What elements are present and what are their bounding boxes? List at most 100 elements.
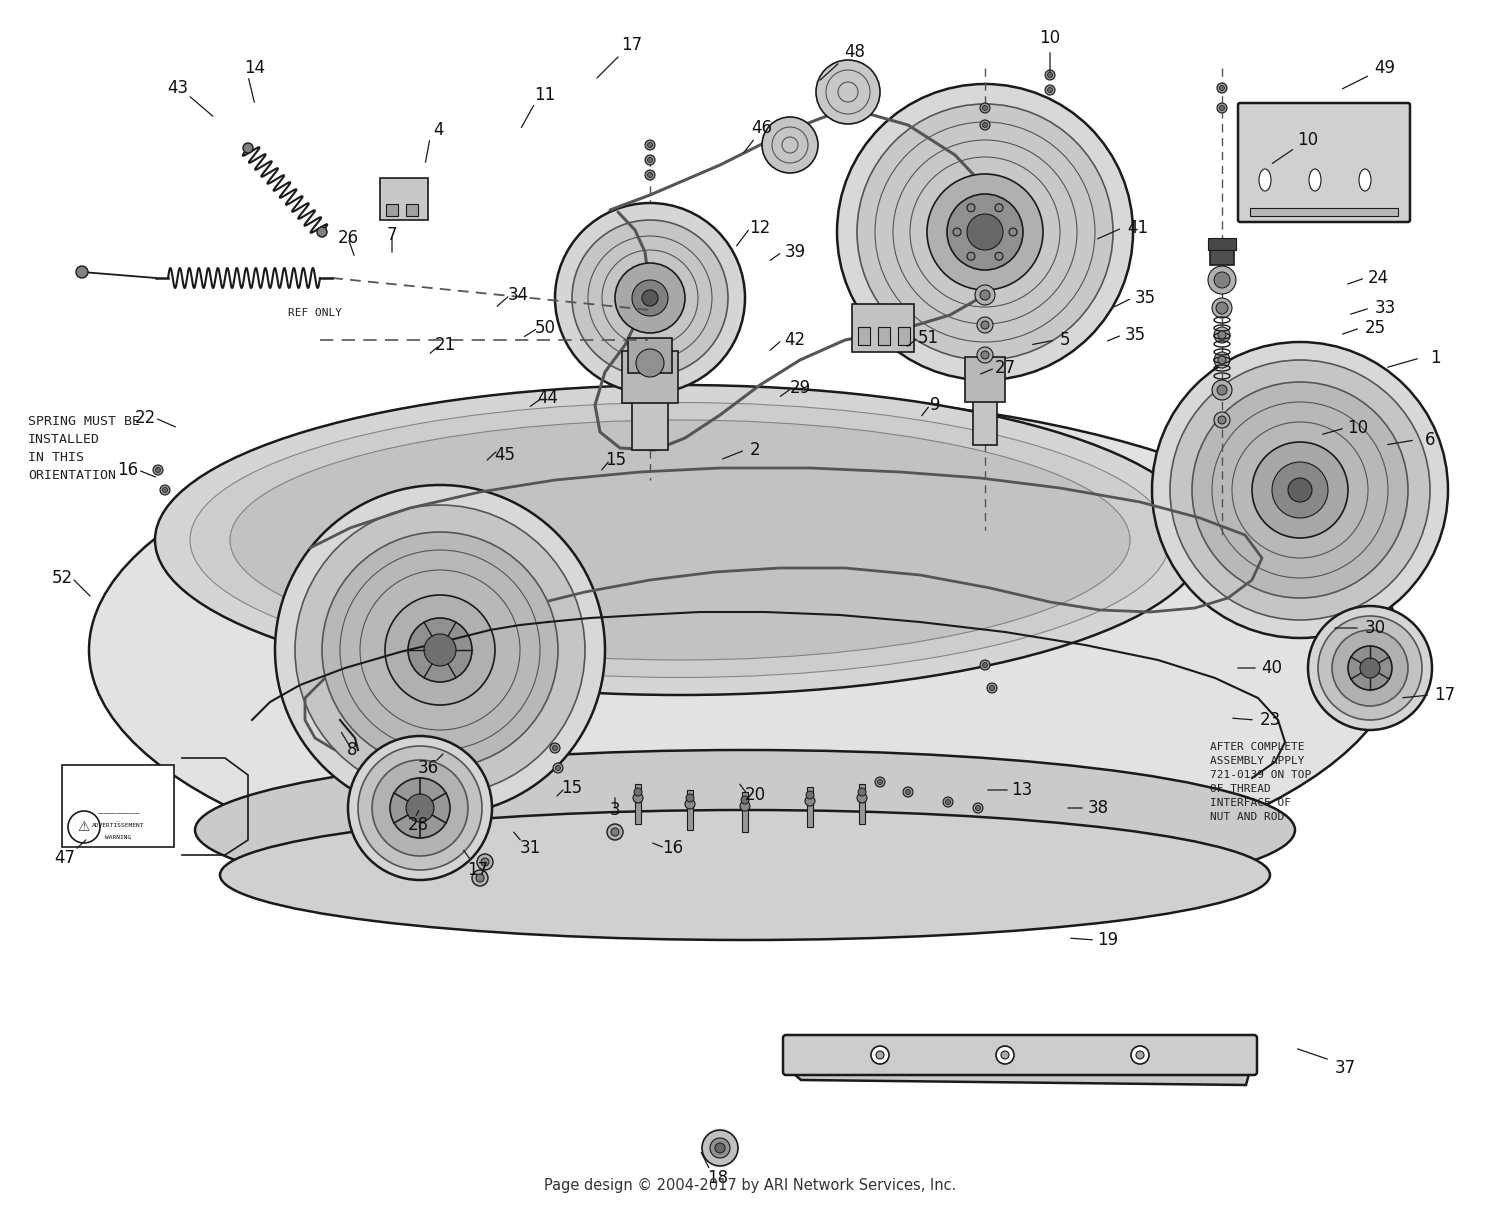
Circle shape [871, 1046, 889, 1064]
Circle shape [274, 485, 604, 815]
Circle shape [1131, 1046, 1149, 1064]
FancyBboxPatch shape [1238, 103, 1410, 222]
Circle shape [1208, 266, 1236, 294]
Circle shape [716, 1143, 724, 1153]
Bar [742, 792, 748, 832]
Circle shape [322, 532, 558, 768]
Circle shape [1214, 352, 1230, 368]
Circle shape [927, 174, 1042, 290]
Ellipse shape [230, 420, 1130, 660]
Circle shape [1047, 87, 1053, 92]
Circle shape [358, 746, 482, 870]
Circle shape [1252, 442, 1348, 538]
Circle shape [1010, 228, 1017, 236]
Text: 26: 26 [338, 228, 358, 247]
Circle shape [1170, 360, 1430, 620]
Circle shape [982, 662, 987, 667]
Circle shape [615, 262, 686, 333]
Circle shape [878, 780, 882, 785]
Bar [1208, 238, 1236, 250]
Circle shape [740, 801, 750, 810]
Text: 51: 51 [918, 329, 939, 347]
Circle shape [976, 347, 993, 363]
Text: 36: 36 [417, 759, 438, 778]
Circle shape [642, 290, 658, 306]
Circle shape [686, 793, 694, 802]
Circle shape [316, 227, 327, 237]
Circle shape [390, 778, 450, 838]
Circle shape [874, 778, 885, 787]
Circle shape [482, 858, 489, 866]
Text: 25: 25 [1365, 320, 1386, 337]
Circle shape [476, 874, 484, 882]
Circle shape [946, 194, 1023, 270]
Circle shape [424, 634, 456, 666]
Text: 17: 17 [1434, 686, 1455, 703]
Circle shape [610, 827, 620, 836]
Text: 6: 6 [1425, 431, 1436, 450]
Circle shape [856, 104, 1113, 360]
Text: 17: 17 [621, 36, 642, 53]
Circle shape [1214, 272, 1230, 288]
Circle shape [1332, 631, 1408, 706]
Circle shape [1192, 382, 1408, 598]
Circle shape [1220, 85, 1224, 90]
Bar [1250, 208, 1398, 216]
Circle shape [987, 683, 998, 693]
Circle shape [762, 117, 818, 173]
Circle shape [982, 123, 987, 128]
Text: 15: 15 [561, 779, 582, 797]
Circle shape [1348, 646, 1392, 690]
Circle shape [806, 796, 814, 806]
Circle shape [1318, 616, 1422, 720]
Text: REF ONLY: REF ONLY [288, 307, 342, 318]
Circle shape [990, 685, 994, 690]
Text: 3: 3 [609, 801, 621, 819]
Circle shape [945, 799, 951, 804]
Ellipse shape [195, 750, 1294, 910]
Bar [858, 327, 870, 345]
Bar [1210, 247, 1234, 265]
Circle shape [980, 103, 990, 113]
Bar [622, 351, 678, 403]
Text: 42: 42 [784, 330, 806, 349]
Text: 37: 37 [1335, 1059, 1356, 1076]
Circle shape [632, 279, 668, 316]
Text: 18: 18 [708, 1169, 729, 1187]
Circle shape [981, 321, 988, 329]
Circle shape [68, 810, 100, 843]
Circle shape [645, 170, 656, 180]
Circle shape [634, 789, 642, 796]
Text: WARNING: WARNING [105, 835, 130, 840]
Circle shape [648, 173, 652, 177]
Circle shape [386, 595, 495, 705]
Circle shape [408, 618, 472, 682]
Bar [386, 204, 398, 216]
Text: 16: 16 [663, 840, 684, 857]
Text: 35: 35 [1134, 289, 1155, 307]
Circle shape [162, 487, 168, 492]
Circle shape [968, 204, 975, 211]
Text: 23: 23 [1260, 711, 1281, 729]
Circle shape [858, 789, 865, 796]
Text: 47: 47 [54, 849, 75, 868]
Circle shape [550, 744, 560, 753]
Text: 44: 44 [537, 389, 558, 407]
Text: 45: 45 [495, 446, 516, 464]
Text: 7: 7 [387, 226, 398, 244]
Circle shape [1216, 385, 1227, 395]
Circle shape [1308, 606, 1432, 730]
Circle shape [636, 349, 664, 377]
Text: 4: 4 [432, 122, 444, 139]
Circle shape [648, 158, 652, 163]
Circle shape [1136, 1051, 1144, 1059]
Circle shape [1360, 659, 1380, 678]
Ellipse shape [220, 810, 1270, 940]
Text: 12: 12 [750, 219, 771, 237]
Circle shape [1212, 380, 1231, 400]
Circle shape [1046, 85, 1054, 95]
Text: 33: 33 [1374, 299, 1395, 317]
Circle shape [1218, 330, 1225, 339]
Circle shape [996, 1046, 1014, 1064]
Circle shape [1272, 462, 1328, 518]
